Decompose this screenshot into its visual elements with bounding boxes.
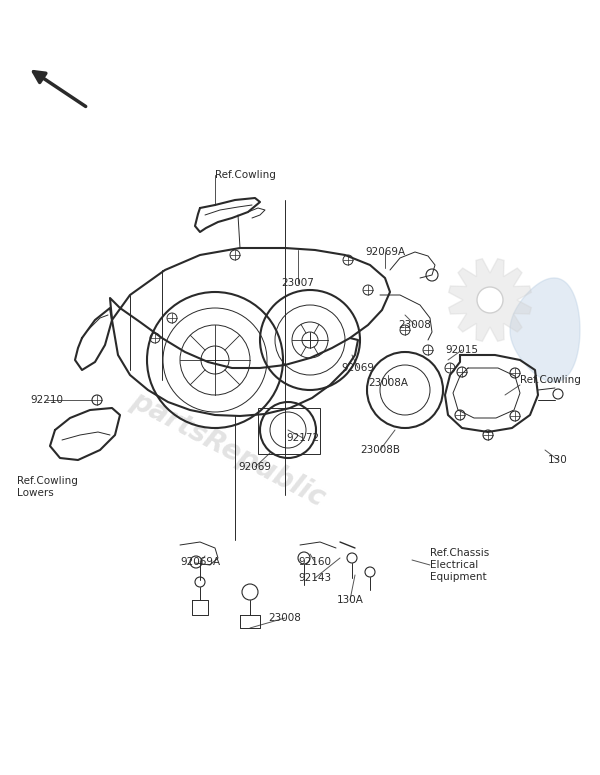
Text: 92069A: 92069A xyxy=(365,247,405,257)
Text: 130A: 130A xyxy=(337,595,364,605)
Bar xyxy=(258,408,320,454)
Text: Ref.Cowling
Lowers: Ref.Cowling Lowers xyxy=(17,476,77,498)
Text: 130: 130 xyxy=(548,455,568,465)
Text: Ref.Cowling: Ref.Cowling xyxy=(520,375,581,385)
Text: Ref.Chassis
Electrical
Equipment: Ref.Chassis Electrical Equipment xyxy=(430,549,489,581)
Text: 92160: 92160 xyxy=(299,557,331,567)
Text: 92069A: 92069A xyxy=(180,557,220,567)
Text: 92015: 92015 xyxy=(445,345,479,355)
Polygon shape xyxy=(510,278,580,382)
Text: partsRepublic: partsRepublic xyxy=(126,387,330,512)
Text: 23008B: 23008B xyxy=(360,445,400,455)
Text: 92069: 92069 xyxy=(341,363,374,373)
Text: 92172: 92172 xyxy=(286,433,320,443)
Text: 23008: 23008 xyxy=(398,320,431,330)
Text: 23008: 23008 xyxy=(269,613,301,623)
Text: 92210: 92210 xyxy=(31,395,64,405)
Text: 92143: 92143 xyxy=(298,573,332,583)
Text: 92069: 92069 xyxy=(239,462,271,472)
Text: Ref.Cowling: Ref.Cowling xyxy=(215,170,276,180)
Circle shape xyxy=(477,287,503,313)
Polygon shape xyxy=(449,259,531,341)
Text: 23007: 23007 xyxy=(281,278,314,288)
Text: 23008A: 23008A xyxy=(368,378,408,388)
